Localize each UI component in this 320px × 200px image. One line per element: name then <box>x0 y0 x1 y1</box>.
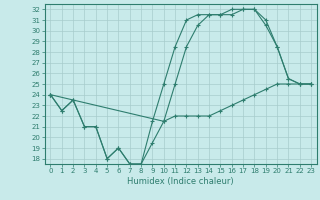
X-axis label: Humidex (Indice chaleur): Humidex (Indice chaleur) <box>127 177 234 186</box>
